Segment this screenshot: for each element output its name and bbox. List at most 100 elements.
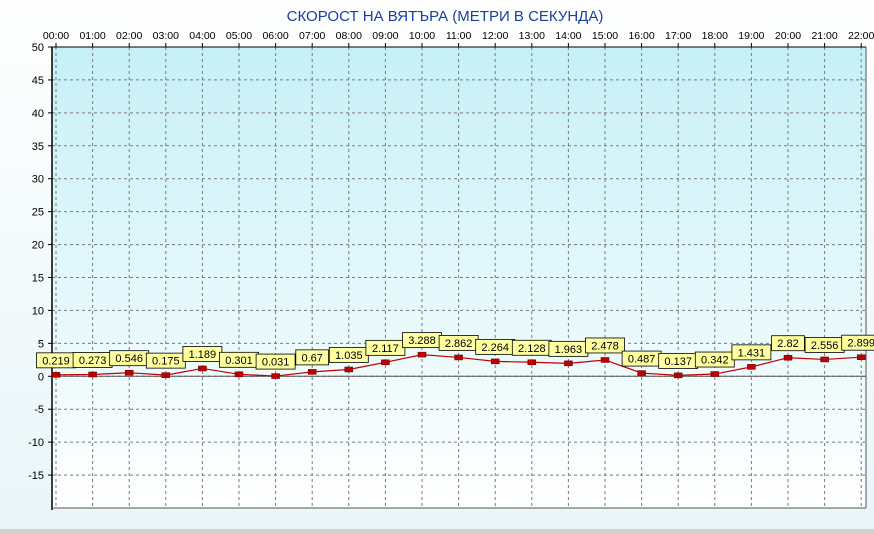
data-label: 2.117 (366, 340, 405, 355)
data-label: 1.035 (329, 347, 368, 362)
data-point (308, 369, 316, 374)
data-label-text: 0.031 (262, 357, 290, 369)
y-tick-label: 0 (38, 371, 44, 383)
data-point (821, 357, 829, 362)
x-tick-label: 14:00 (555, 30, 581, 42)
data-point (52, 372, 60, 377)
x-tick-label: 01:00 (79, 30, 105, 42)
x-tick-label: 07:00 (299, 30, 325, 42)
data-label: 0.67 (296, 350, 329, 365)
data-point (601, 357, 609, 362)
data-label-text: 2.899 (847, 338, 874, 350)
data-point (89, 372, 97, 377)
y-tick-label: 45 (32, 75, 44, 87)
x-tick-label: 11:00 (446, 30, 472, 42)
data-label-text: 1.963 (555, 344, 583, 356)
data-point (198, 366, 206, 371)
data-label: 2.264 (476, 339, 515, 354)
x-tick-label: 18:00 (702, 30, 728, 42)
data-point (857, 355, 865, 360)
y-tick-label: 15 (32, 273, 44, 285)
y-tick-label: -15 (28, 470, 44, 482)
data-label-text: 0.342 (701, 355, 729, 367)
x-tick-label: 06:00 (262, 30, 288, 42)
data-label: 0.273 (73, 352, 112, 367)
data-label: 0.219 (37, 353, 76, 368)
y-tick-label: 25 (32, 207, 44, 219)
x-tick-label: 21:00 (811, 30, 837, 42)
data-label-text: 0.137 (664, 356, 692, 368)
y-tick-label: 20 (32, 240, 44, 252)
y-tick-label: 50 (32, 42, 44, 54)
x-tick-label: 09:00 (372, 30, 398, 42)
data-label: 0.137 (659, 353, 698, 368)
data-label: 1.189 (183, 346, 222, 361)
data-point (747, 364, 755, 369)
data-label-text: 3.288 (408, 335, 436, 347)
data-label: 0.301 (220, 352, 259, 367)
data-point (638, 371, 646, 376)
data-label-text: 1.189 (189, 349, 217, 361)
data-label: 0.031 (256, 354, 295, 369)
data-label-text: 0.273 (79, 355, 107, 367)
data-point (125, 370, 133, 375)
x-tick-label: 03:00 (153, 30, 179, 42)
data-label-text: 0.219 (42, 355, 70, 367)
data-label: 1.431 (732, 345, 771, 360)
data-label: 1.963 (549, 341, 588, 356)
data-label: 3.288 (403, 333, 442, 348)
data-point (784, 355, 792, 360)
data-label: 0.546 (110, 351, 149, 366)
data-label: 0.342 (695, 352, 734, 367)
data-label-text: 2.862 (445, 338, 473, 350)
data-label-text: 2.82 (777, 338, 798, 350)
x-tick-label: 00:00 (43, 30, 69, 42)
data-label: 0.487 (622, 351, 661, 366)
y-tick-label: 10 (32, 305, 44, 317)
data-label-text: 0.301 (225, 355, 253, 367)
x-tick-label: 15:00 (592, 30, 618, 42)
x-tick-label: 20:00 (775, 30, 801, 42)
x-tick-label: 12:00 (482, 30, 508, 42)
data-point (711, 372, 719, 377)
data-label-text: 2.478 (591, 340, 619, 352)
data-point (162, 373, 170, 378)
data-label: 2.899 (842, 335, 874, 350)
data-label-text: 0.67 (301, 352, 322, 364)
data-point (528, 360, 536, 365)
chart-title: СКОРОСТ НА ВЯТЪРА (МЕТРИ В СЕКУНДА) (287, 8, 604, 25)
y-tick-label: -10 (28, 437, 44, 449)
data-point (272, 374, 280, 379)
x-tick-label: 13:00 (519, 30, 545, 42)
x-tick-label: 19:00 (738, 30, 764, 42)
data-label-text: 1.431 (738, 347, 766, 359)
y-tick-label: 35 (32, 141, 44, 153)
x-tick-label: 22:00 (848, 30, 874, 42)
x-tick-label: 08:00 (336, 30, 362, 42)
data-label-text: 0.175 (152, 356, 180, 368)
data-point (235, 372, 243, 377)
y-tick-label: 40 (32, 108, 44, 120)
data-point (381, 360, 389, 365)
data-label: 2.862 (439, 335, 478, 350)
data-label-text: 2.128 (518, 343, 546, 355)
data-label: 2.556 (805, 337, 844, 352)
data-label-text: 1.035 (335, 350, 363, 362)
y-tick-label: 30 (32, 174, 44, 186)
data-label-text: 2.117 (372, 343, 399, 355)
data-point (674, 373, 682, 378)
data-label: 2.82 (772, 336, 805, 351)
data-point (564, 361, 572, 366)
data-label: 2.128 (512, 340, 551, 355)
data-point (491, 359, 499, 364)
x-tick-label: 17:00 (665, 30, 691, 42)
data-label: 0.175 (146, 353, 185, 368)
data-label-text: 2.264 (481, 342, 509, 354)
x-tick-label: 05:00 (226, 30, 252, 42)
data-label: 2.478 (586, 338, 625, 353)
data-label-text: 0.546 (115, 353, 143, 365)
